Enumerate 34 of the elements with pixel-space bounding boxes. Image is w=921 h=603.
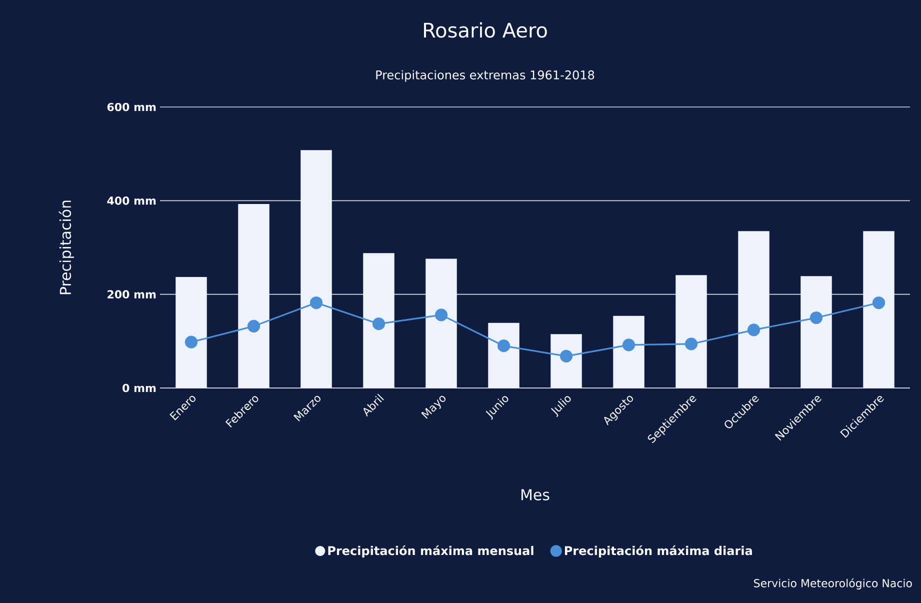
bar [550,334,582,388]
chart-subtitle: Precipitaciones extremas 1961-2018 [376,70,594,82]
point [622,338,636,352]
legend-label: Precipitación máxima mensual [328,545,534,558]
legend-label: Precipitación máxima diaria [564,545,752,558]
point [434,308,448,322]
text: Servicio Meteorológico Nacio [754,578,912,590]
y-axis-title: Precipitación [58,200,74,294]
point [810,311,823,324]
point [872,296,886,310]
point [747,324,760,336]
bar [613,316,644,388]
y-tick-label: 600 mm [107,102,156,112]
bar [863,231,894,388]
chart-title: Rosario Aero [424,22,547,38]
x-axis-title: Mes [521,489,550,500]
bar [676,275,707,388]
bar [176,277,207,388]
point [247,320,260,332]
point [310,296,323,310]
bar [738,231,770,388]
bar [238,204,270,388]
point [372,318,386,330]
bar [426,258,457,388]
bar [363,253,394,388]
bar [300,150,332,388]
point [684,338,698,350]
y-tick-label: 400 mm [107,196,156,205]
point [497,340,510,352]
bar [488,322,520,388]
y-tick-label: 0 mm [122,384,156,392]
bar [800,276,832,388]
point [184,336,198,348]
y-tick-label: 200 mm [108,290,156,298]
